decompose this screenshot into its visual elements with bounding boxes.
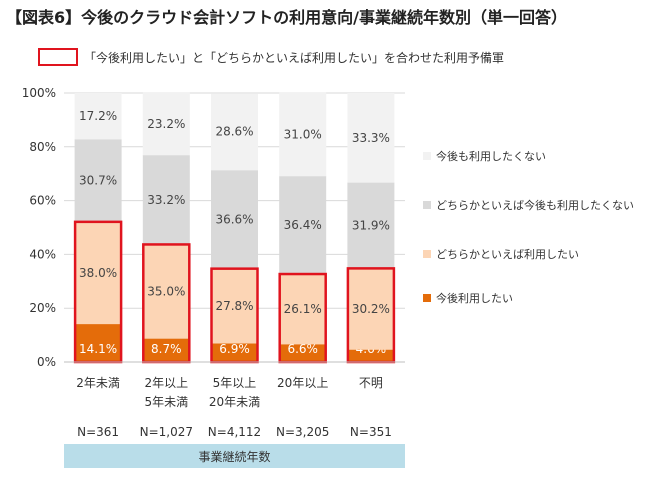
- n-count-label: N=1,027: [140, 425, 193, 439]
- y-tick-label: 20%: [29, 301, 56, 315]
- data-label: 8.7%: [151, 342, 182, 356]
- bar-segment: [347, 93, 395, 183]
- highlight-legend-box: [38, 48, 78, 66]
- bar-segment: [279, 176, 327, 275]
- x-category-label: 5年未満: [144, 395, 188, 409]
- chart-title: 【図表6】今後のクラウド会計ソフトの利用意向/事業継続年数別（単一回答）: [6, 8, 567, 27]
- bar-segment: [279, 274, 327, 345]
- bar-segment: [347, 182, 395, 269]
- legend-swatch: [423, 201, 431, 209]
- x-category-label: 2年未満: [76, 376, 120, 390]
- bar-segment: [142, 338, 190, 362]
- bar-segment: [74, 221, 122, 325]
- data-label: 28.6%: [215, 125, 253, 139]
- data-label: 35.0%: [147, 285, 185, 299]
- data-label: 38.0%: [79, 266, 117, 280]
- x-category-label: 不明: [359, 376, 383, 390]
- x-axis-title-band: 事業継続年数: [64, 444, 405, 468]
- bar-segment: [142, 155, 190, 245]
- data-label: 33.3%: [352, 131, 390, 145]
- x-axis-title: 事業継続年数: [198, 449, 271, 464]
- data-label: 14.1%: [79, 342, 117, 356]
- y-tick-label: 100%: [22, 86, 56, 100]
- data-label: 30.2%: [352, 302, 390, 316]
- legend-label: どちらかといえば今後も利用したくない: [436, 198, 634, 212]
- data-label: 36.6%: [215, 212, 253, 226]
- y-tick-label: 0%: [37, 355, 56, 369]
- bar-segment: [211, 343, 258, 362]
- data-label: 31.9%: [352, 218, 390, 232]
- n-count-label: N=361: [77, 425, 119, 439]
- y-tick-label: 60%: [29, 194, 56, 208]
- legend-label: 今後利用したい: [436, 291, 513, 305]
- x-category-label: 2年以上: [144, 376, 188, 390]
- data-label: 33.2%: [147, 193, 185, 207]
- bar-segment: [211, 93, 258, 171]
- bar-segment: [279, 344, 327, 362]
- n-count-label: N=3,205: [276, 425, 329, 439]
- legend-swatch: [423, 250, 431, 258]
- data-label: 36.4%: [284, 218, 322, 232]
- bar-segment: [347, 268, 395, 350]
- legend-label: どちらかといえば利用したい: [436, 248, 579, 261]
- bar-segment: [211, 268, 258, 344]
- data-label: 6.6%: [287, 342, 318, 356]
- bar-segment: [74, 139, 122, 222]
- data-label: 31.0%: [284, 127, 322, 141]
- data-label: 30.7%: [79, 174, 117, 188]
- bar-segment: [142, 92, 190, 156]
- x-category-label: 20年未満: [209, 395, 260, 409]
- highlight-note: 「今後利用したい」と「どちらかといえば利用したい」を合わせた利用予備軍: [84, 51, 505, 65]
- legend-label: 今後も利用したくない: [436, 149, 546, 163]
- data-label: 26.1%: [284, 302, 322, 316]
- y-tick-label: 80%: [29, 140, 56, 154]
- bar-segment: [142, 244, 190, 339]
- bar-segment: [279, 92, 327, 177]
- data-label: 6.9%: [219, 342, 250, 356]
- legend-swatch: [423, 294, 431, 302]
- bar-segment: [74, 93, 122, 140]
- data-label: 23.2%: [147, 117, 185, 131]
- bar-segment: [347, 349, 395, 362]
- y-tick-label: 40%: [29, 247, 56, 261]
- n-count-label: N=351: [350, 425, 392, 439]
- x-category-label: 5年以上: [213, 376, 257, 390]
- legend-swatch: [423, 152, 431, 160]
- n-count-label: N=4,112: [208, 425, 261, 439]
- data-label: 17.2%: [79, 109, 117, 123]
- bar-segment: [74, 324, 122, 362]
- data-label: 27.8%: [215, 299, 253, 313]
- x-category-label: 20年以上: [277, 376, 328, 390]
- bar-segment: [211, 170, 258, 269]
